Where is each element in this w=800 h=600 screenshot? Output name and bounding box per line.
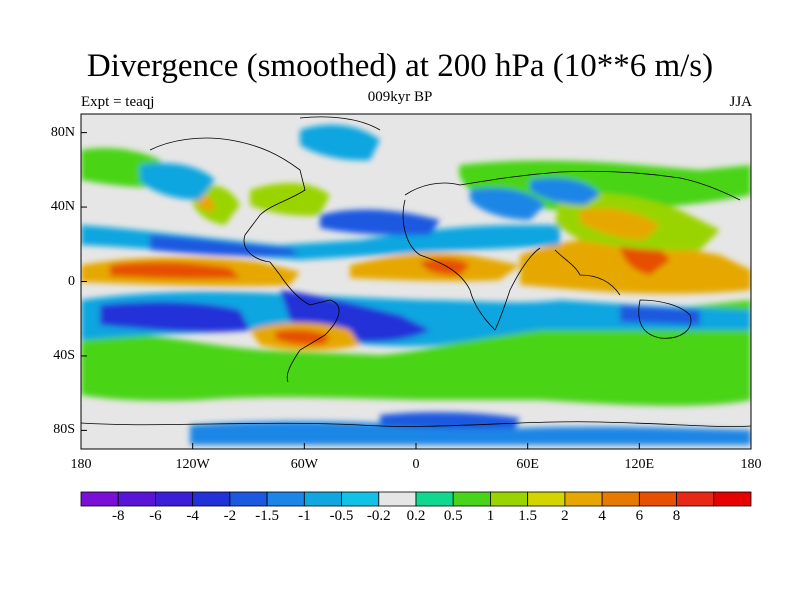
latitude-ticks: [81, 132, 87, 431]
lat-tick-label: 40S: [53, 347, 75, 363]
lat-tick-label: 80N: [50, 124, 75, 140]
coastlines: [81, 116, 751, 427]
longitude-ticks: [80, 443, 752, 449]
colorbar-label: -6: [149, 508, 162, 524]
colorbar-label: -0.5: [329, 508, 354, 524]
lon-tick-label: 180: [70, 457, 92, 472]
colorbar-label: 0.2: [406, 508, 426, 524]
lon-tick-label: 60E: [516, 457, 539, 472]
lon-tick-label: 120W: [175, 457, 210, 472]
colorbar-label: 0.5: [443, 508, 463, 524]
lon-tick-label: 0: [412, 457, 420, 472]
colorbar-swatch: [713, 491, 752, 507]
colorbar: [80, 491, 752, 507]
lon-tick-label: 120E: [624, 457, 655, 472]
page-title: Divergence (smoothed) at 200 hPa (10**6 …: [86, 48, 714, 84]
colorbar-label: 1: [486, 508, 495, 524]
season-label: JJA: [729, 94, 752, 110]
colorbar-label: -0.2: [366, 508, 391, 524]
colorbar-label: -1.5: [255, 508, 279, 524]
colorbar-label: -1: [298, 508, 311, 524]
colorbar-label: 4: [598, 508, 606, 524]
colorbar-label: 2: [561, 508, 569, 524]
experiment-label: Expt = teaqj: [81, 94, 155, 110]
subtitle: 009kyr BP: [367, 89, 433, 105]
divergence-field: [81, 124, 751, 445]
lon-tick-label: 180: [740, 457, 762, 472]
colorbar-label: -8: [111, 508, 125, 524]
colorbar-label: 6: [635, 508, 644, 524]
lat-tick-label: 0: [68, 273, 75, 289]
colorbar-label: 8: [672, 508, 681, 524]
lon-tick-label: 60W: [290, 457, 318, 472]
colorbar-label: -2: [223, 508, 237, 524]
colorbar-label: 1.5: [518, 508, 538, 524]
lat-tick-label: 80S: [53, 422, 75, 438]
lat-tick-label: 40N: [50, 199, 75, 215]
colorbar-label: -4: [186, 508, 199, 524]
